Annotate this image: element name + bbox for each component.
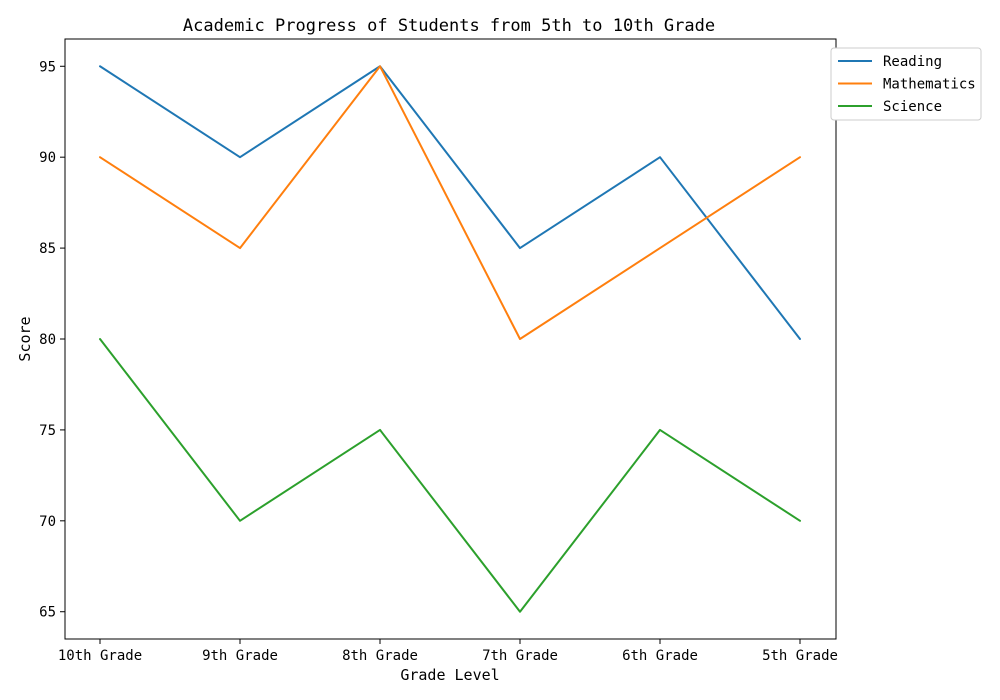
x-tick-label: 5th Grade: [762, 648, 838, 664]
legend-label-mathematics: Mathematics: [883, 77, 976, 93]
x-tick-label: 10th Grade: [58, 648, 142, 664]
x-axis-ticks: 10th Grade 9th Grade 8th Grade 7th Grade 6th…: [58, 639, 838, 664]
legend-box: [830, 47, 982, 121]
x-tick-label: 8th Grade: [342, 648, 418, 664]
y-tick-label: 65: [39, 605, 56, 621]
y-tick-label: 70: [39, 514, 56, 530]
series-line-mathematics: [99, 65, 801, 340]
y-tick-label: 75: [39, 423, 56, 439]
x-tick-label: 7th Grade: [482, 648, 558, 664]
x-axis-label: Grade Level: [400, 666, 499, 684]
chart-title: Academic Progress of Students from 5th t…: [183, 16, 715, 36]
x-tick-label: 6th Grade: [622, 648, 698, 664]
x-tick-label: 9th Grade: [202, 648, 278, 664]
legend-label-science: Science: [883, 99, 942, 115]
series-layer: [99, 65, 801, 613]
y-axis-ticks: 65 70 75 80 85 90 95: [39, 59, 65, 621]
y-tick-label: 85: [39, 241, 56, 257]
y-tick-label: 95: [39, 59, 56, 75]
legend-label-reading: Reading: [883, 54, 942, 70]
y-tick-label: 80: [39, 332, 56, 348]
legend: Reading Mathematics Science: [830, 47, 982, 121]
series-line-reading: [99, 65, 801, 340]
y-axis-label: Score: [16, 316, 34, 361]
series-line-science: [99, 338, 801, 613]
y-tick-label: 90: [39, 150, 56, 166]
